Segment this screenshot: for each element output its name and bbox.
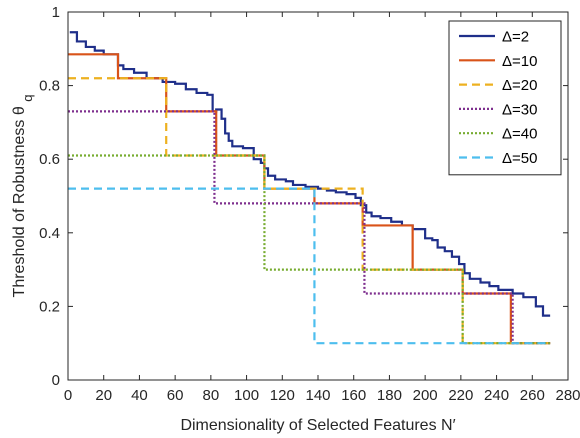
legend-label: Δ=10 bbox=[502, 53, 537, 70]
legend-label: Δ=50 bbox=[502, 150, 537, 167]
x-tick-label: 260 bbox=[520, 387, 545, 404]
x-axis: 0 20 40 60 80 100 120 140 160 180 200 220 240 260 280 bbox=[64, 12, 580, 404]
x-tick-label: 20 bbox=[95, 387, 112, 404]
y-axis-title-main: Threshold of Robustness θ bbox=[11, 106, 28, 297]
x-tick-label: 140 bbox=[305, 387, 330, 404]
y-axis-title: Threshold of Robustness θ q bbox=[11, 95, 35, 298]
legend-label: Δ=30 bbox=[502, 101, 537, 118]
y-tick-label: 0.2 bbox=[39, 298, 60, 315]
y-tick-label: 0.6 bbox=[39, 151, 60, 168]
x-tick-label: 60 bbox=[167, 387, 184, 404]
legend-label: Δ=40 bbox=[502, 126, 537, 143]
series-line-6 bbox=[68, 187, 551, 345]
x-tick-label: 120 bbox=[270, 387, 295, 404]
y-tick-label: 0.4 bbox=[39, 225, 60, 242]
x-tick-label: 160 bbox=[341, 387, 366, 404]
x-tick-label: 180 bbox=[377, 387, 402, 404]
x-tick-label: 80 bbox=[203, 387, 220, 404]
x-tick-label: 240 bbox=[484, 387, 509, 404]
legend: Δ=2 Δ=10 Δ=20 Δ=30 Δ=40 Δ=50 bbox=[448, 20, 562, 176]
y-tick-label: 0 bbox=[52, 372, 60, 389]
y-tick-label: 0.8 bbox=[39, 78, 60, 95]
x-tick-label: 280 bbox=[555, 387, 580, 404]
y-axis-title-subscript: q bbox=[20, 95, 35, 102]
series-line-4 bbox=[68, 110, 551, 345]
legend-box bbox=[448, 20, 562, 176]
legend-label: Δ=2 bbox=[502, 29, 529, 46]
x-tick-label: 40 bbox=[131, 387, 148, 404]
y-axis: 0 0.2 0.4 0.6 0.8 1 bbox=[39, 4, 568, 389]
plot-lines bbox=[68, 31, 551, 345]
y-tick-label: 1 bbox=[52, 4, 60, 21]
x-tick-label: 200 bbox=[413, 387, 438, 404]
x-axis-title: Dimensionality of Selected Features N′ bbox=[180, 417, 455, 434]
series-line-3 bbox=[68, 77, 551, 345]
x-tick-label: 100 bbox=[234, 387, 259, 404]
legend-label: Δ=20 bbox=[502, 77, 537, 94]
series-line-5 bbox=[68, 154, 551, 345]
x-tick-label: 220 bbox=[448, 387, 473, 404]
series-line-1 bbox=[69, 31, 551, 317]
x-tick-label: 0 bbox=[64, 387, 72, 404]
